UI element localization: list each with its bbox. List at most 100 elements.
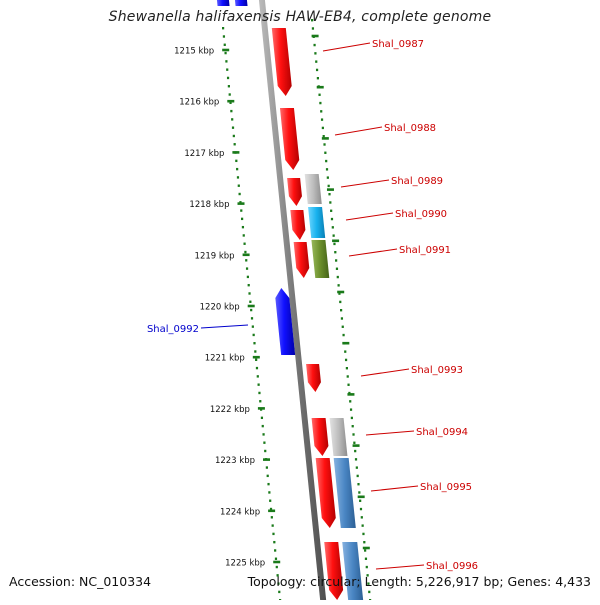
gray-feature-bar <box>329 418 348 456</box>
scale-dot <box>345 367 348 370</box>
forward-gene-arrow <box>279 108 300 170</box>
map-title: Shewanella halifaxensis HAW-EB4, complet… <box>108 9 492 25</box>
scale-dot <box>361 524 364 527</box>
gene-label: Shal_0996 <box>426 561 478 572</box>
outer-scale-tick <box>311 34 319 38</box>
scale-dot <box>364 557 368 560</box>
scale-dot <box>241 217 244 221</box>
scale-dot <box>357 483 360 486</box>
scale-dot <box>244 250 247 254</box>
scale-dot <box>363 541 366 544</box>
scale-dot <box>358 491 361 494</box>
scale-dot <box>243 242 246 245</box>
scale-dot <box>274 557 278 560</box>
scale-dot <box>342 333 345 337</box>
scale-dot <box>269 499 272 502</box>
outer-scale-tick <box>316 85 324 89</box>
backbone-layer <box>214 0 425 600</box>
scale-tick <box>232 151 240 154</box>
forward-gene-arrow <box>271 28 292 96</box>
scale-dot <box>236 176 240 179</box>
scale-tick-label: 1223 kbp <box>215 456 255 466</box>
scale-dot <box>364 549 367 552</box>
scale-dot <box>231 118 234 121</box>
forward-gene-arrow <box>306 364 321 392</box>
scale-tick <box>247 304 255 308</box>
scale-dot <box>349 408 353 411</box>
scale-dot <box>228 93 231 96</box>
scale-dot <box>271 524 274 527</box>
scale-dot <box>226 68 229 71</box>
steelblue-feature-bar <box>342 542 364 600</box>
scale-tick <box>222 48 230 52</box>
scale-dot <box>276 574 279 577</box>
forward-gene-arrow <box>311 418 329 456</box>
olive-feature-bar <box>311 240 330 278</box>
scale-dot <box>359 507 363 511</box>
scale-dot <box>339 300 342 304</box>
scale-dot <box>313 43 316 47</box>
scale-dot <box>320 110 323 113</box>
scale-dot <box>245 259 248 262</box>
scale-tick-label: 1217 kbp <box>184 149 224 159</box>
scale-dot <box>252 333 255 337</box>
scale-dot <box>337 284 340 287</box>
scale-dot <box>226 76 230 80</box>
labels-layer: 1215 kbp 1216 kbp 1217 kbp 1218 kbp 1219 kbp… <box>147 39 478 572</box>
steelblue-feature-bar <box>333 458 356 528</box>
gene-label: Shal_0991 <box>399 245 451 256</box>
reverse-gene-arrow <box>275 288 296 355</box>
reverse-gene-partial <box>234 0 248 6</box>
scale-dot <box>254 350 257 353</box>
gene-label-leader-line <box>340 179 390 188</box>
scale-dot <box>353 441 356 444</box>
scale-dot <box>260 416 264 420</box>
scale-dot <box>332 234 335 237</box>
scale-dot <box>224 51 227 55</box>
scale-dot <box>242 234 245 237</box>
scale-dot <box>366 574 369 577</box>
gene-label-leader-line <box>200 324 249 329</box>
gene-label: Shal_0992 <box>147 324 199 335</box>
scale-tick <box>263 458 271 461</box>
scale-tick <box>242 253 250 257</box>
scale-dot <box>331 226 334 229</box>
scale-dot <box>346 375 349 378</box>
gene-label: Shal_0987 <box>372 39 424 50</box>
scale-dot <box>315 68 319 72</box>
scale-dot <box>266 474 269 478</box>
scale-dot <box>230 109 233 113</box>
scale-tick-label: 1220 kbp <box>200 303 240 313</box>
scale-tick <box>227 99 235 103</box>
scale-dot <box>352 433 355 436</box>
scale-tick-label: 1219 kbp <box>195 251 235 261</box>
scale-dot <box>354 449 357 453</box>
scale-dot <box>316 77 319 80</box>
gene-label: Shal_0988 <box>384 123 436 134</box>
scale-dot <box>326 176 329 179</box>
outer-scale-tick <box>352 444 360 447</box>
scale-dot <box>368 590 371 594</box>
scale-dot <box>229 101 232 105</box>
scale-dot <box>246 275 249 279</box>
scale-dot <box>225 60 228 63</box>
scale-dot <box>341 325 344 328</box>
scale-dot <box>263 441 266 444</box>
scale-dot <box>327 184 330 188</box>
backbone-line <box>258 0 327 600</box>
gene-label-leader-line <box>334 126 383 136</box>
scale-dot <box>324 151 327 154</box>
scale-dot <box>245 267 249 270</box>
scale-dot <box>362 532 365 536</box>
scale-dot <box>268 491 271 494</box>
outer-scale-tick <box>347 393 355 396</box>
scale-dot <box>325 159 328 163</box>
scale-dot <box>320 118 324 121</box>
scale-dot <box>355 466 358 469</box>
scale-dot <box>330 209 333 212</box>
gene-label: Shal_0994 <box>416 427 468 438</box>
scale-dot <box>257 383 260 386</box>
scale-dot <box>367 582 370 585</box>
scale-tick-label: 1222 kbp <box>210 405 250 415</box>
scale-dot <box>311 19 314 22</box>
